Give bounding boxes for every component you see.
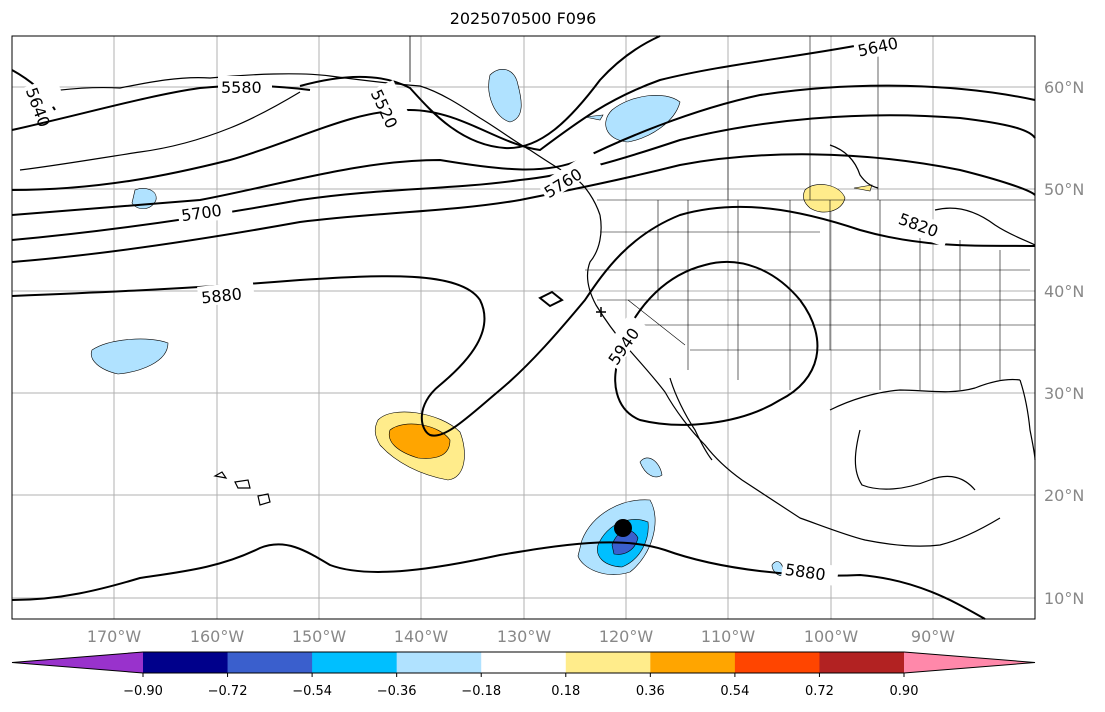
pos-anomaly-east-pacific-core bbox=[388, 423, 451, 459]
colorbar-extend-low bbox=[12, 652, 143, 673]
lat-label: 40°N bbox=[1044, 282, 1084, 301]
colorbar-extend-high bbox=[904, 652, 1035, 673]
colorbar-tick-label: 0.54 bbox=[720, 684, 749, 699]
longitude-axis: 170°W 160°W 150°W 140°W 130°W 120°W 110°… bbox=[87, 627, 955, 646]
lat-label: 10°N bbox=[1044, 589, 1084, 608]
neg-anomaly-central-pacific bbox=[90, 338, 169, 375]
colorbar-tick-label: −0.36 bbox=[377, 684, 417, 699]
lon-label: 150°W bbox=[292, 627, 347, 646]
colorbar-segment bbox=[819, 652, 905, 673]
colorbar-tick-label: −0.54 bbox=[292, 684, 332, 699]
contour-labels: 5640 5580 5520 5760 5700 5880 5820 5640 … bbox=[6, 27, 952, 587]
map-title: 2025070500 F096 bbox=[449, 9, 597, 28]
neg-anomaly-gulf-alaska bbox=[488, 68, 522, 123]
colorbar-segment bbox=[734, 652, 820, 673]
colorbar-segment bbox=[396, 652, 482, 673]
lake-winnipeg bbox=[829, 144, 879, 189]
neg-anomaly-baja bbox=[639, 457, 663, 478]
lon-label: 140°W bbox=[394, 627, 449, 646]
contour-5700 bbox=[11, 84, 1036, 216]
colorbar-tick-label: 0.36 bbox=[636, 684, 665, 699]
lon-label: 110°W bbox=[701, 627, 756, 646]
west-coast bbox=[586, 214, 1001, 547]
lon-label: 170°W bbox=[87, 627, 142, 646]
neg-anomaly-small bbox=[584, 114, 604, 121]
hawaii-island-1 bbox=[213, 471, 228, 479]
neg-anomaly-bc bbox=[605, 95, 681, 143]
gulf-coast bbox=[829, 378, 1021, 411]
contour-5880-small bbox=[538, 290, 564, 308]
colorbar-tick-label: 0.90 bbox=[890, 684, 919, 699]
lon-label: 100°W bbox=[804, 627, 859, 646]
plot-frame bbox=[11, 35, 1036, 620]
florida-coast bbox=[1019, 379, 1036, 461]
lon-label: 160°W bbox=[190, 627, 245, 646]
colorbar bbox=[11, 651, 1036, 674]
alaska-southwest-coast bbox=[19, 91, 301, 171]
lon-label: 120°W bbox=[599, 627, 654, 646]
colorbar-tick-label: −0.18 bbox=[461, 684, 501, 699]
contour-label-5880-north: 5880 bbox=[200, 284, 242, 307]
lat-label: 60°N bbox=[1044, 78, 1084, 97]
location-marker bbox=[596, 307, 606, 317]
colorbar-tick-label: 0.72 bbox=[805, 684, 834, 699]
hawaii-island-2 bbox=[234, 479, 251, 489]
lat-label: 50°N bbox=[1044, 180, 1084, 199]
hawaii-island-3 bbox=[257, 493, 271, 506]
cyclone-marker bbox=[614, 519, 632, 537]
pos-anomaly-plains bbox=[803, 184, 846, 213]
anomaly-shading bbox=[90, 68, 873, 577]
colorbar-tick-label: 0.18 bbox=[551, 684, 580, 699]
colorbar-tick-label: −0.90 bbox=[123, 684, 163, 699]
colorbar-tick-label: −0.72 bbox=[208, 684, 248, 699]
contour-5580 bbox=[11, 84, 311, 131]
yucatan-coast bbox=[854, 429, 976, 491]
latitude-axis: 60°N 50°N 40°N 30°N 20°N 10°N bbox=[1044, 78, 1084, 608]
colorbar-segment bbox=[143, 652, 229, 673]
colorbar-segment bbox=[312, 652, 398, 673]
baja-coast bbox=[669, 377, 713, 461]
lat-label: 30°N bbox=[1044, 384, 1084, 403]
pos-anomaly-small bbox=[853, 184, 873, 192]
colorbar-segment bbox=[481, 652, 567, 673]
great-lakes-coast bbox=[934, 207, 1036, 246]
contour-5520 bbox=[299, 35, 661, 150]
colorbar-ticks: −0.90 −0.72 −0.54 −0.36 −0.18 0.18 0.36 0.54 0.7… bbox=[123, 673, 918, 699]
colorbar-segment bbox=[650, 652, 736, 673]
lon-label: 130°W bbox=[497, 627, 552, 646]
lat-label: 20°N bbox=[1044, 486, 1084, 505]
colorbar-segment bbox=[565, 652, 651, 673]
lon-label: 90°W bbox=[911, 627, 955, 646]
colorbar-segment bbox=[227, 652, 313, 673]
contour-5640-east bbox=[11, 44, 861, 191]
contour-5880-north bbox=[11, 205, 1036, 437]
contour-label-5580: 5580 bbox=[221, 78, 262, 97]
